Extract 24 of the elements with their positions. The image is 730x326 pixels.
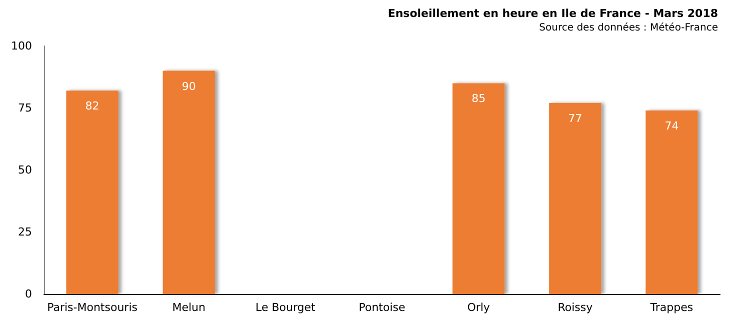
bar xyxy=(646,110,698,294)
chart-title: Ensoleillement en heure en Ile de France - Mars 2018 xyxy=(388,7,718,20)
x-tick-label: Trappes xyxy=(649,301,694,314)
bar xyxy=(549,103,602,294)
chart-subtitle: Source des données : Météo-France xyxy=(539,22,718,34)
y-tick-label: 25 xyxy=(18,226,32,238)
data-label: 82 xyxy=(85,100,100,113)
data-label: 74 xyxy=(664,119,679,132)
y-tick-label: 100 xyxy=(10,40,32,52)
x-tick-label: Roissy xyxy=(558,301,594,314)
x-tick-label: Orly xyxy=(467,301,490,314)
x-tick-label: Pontoise xyxy=(358,301,406,314)
data-label: 90 xyxy=(182,80,196,93)
data-label: 77 xyxy=(568,112,582,126)
x-tick-label: Le Bourget xyxy=(256,301,316,314)
x-tick-label: Paris-Montsouris xyxy=(47,301,138,314)
bar xyxy=(162,70,215,294)
y-tick-label: 75 xyxy=(18,102,32,114)
y-tick-label: 0 xyxy=(24,288,32,300)
y-tick-label: 50 xyxy=(18,164,32,176)
bar xyxy=(66,90,118,294)
bar xyxy=(452,83,505,294)
x-tick-label: Melun xyxy=(172,301,206,314)
data-label: 85 xyxy=(472,92,486,106)
